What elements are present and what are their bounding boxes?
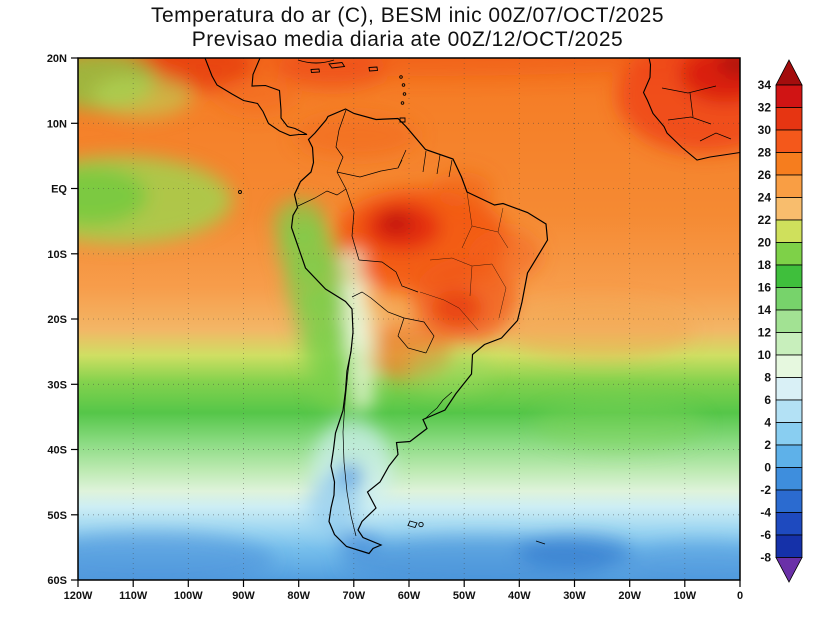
colorbar-label: 14: [758, 303, 772, 317]
lon-label: 40W: [508, 590, 531, 602]
lon-label: 80W: [287, 590, 310, 602]
lat-label: 20S: [47, 314, 67, 326]
colorbar-cell: [775, 264, 803, 288]
africa-country-borders: [661, 85, 732, 142]
lat-label: 10S: [47, 249, 67, 261]
colorbar-label: 32: [758, 101, 772, 115]
colorbar-cell: [775, 219, 803, 243]
colorbar-label: 16: [758, 281, 772, 295]
colorbar-cell: [775, 197, 803, 221]
figure-title: Temperatura do ar (C), BESM inic 00Z/07/…: [0, 4, 815, 52]
lon-label: 110W: [119, 590, 148, 602]
colorbar-label: 8: [764, 371, 771, 385]
colorbar-label: -2: [760, 483, 771, 497]
colorbar-cell: [775, 84, 803, 108]
other-islands: [238, 190, 546, 545]
colorbar-cell: [775, 354, 803, 378]
caribbean-islands: [297, 59, 407, 123]
colorbar-cell: [775, 242, 803, 266]
temperature-anomaly-blobs: [78, 58, 740, 580]
colorbar-cell: [775, 129, 803, 153]
lon-label: 30W: [563, 590, 586, 602]
colorbar-label: 34: [758, 78, 772, 92]
colorbar-label: -8: [760, 551, 771, 565]
lon-label: 50W: [453, 590, 476, 602]
colorbar-label: 22: [758, 213, 772, 227]
lat-label: 20N: [47, 53, 67, 65]
colorbar-label: 2: [764, 438, 771, 452]
lat-label: 10N: [47, 118, 67, 130]
colorbar-under-triangle: [775, 557, 803, 583]
central-america-coastline: [204, 58, 308, 137]
colorbar-label: 28: [758, 146, 772, 160]
lon-label: 70W: [342, 590, 365, 602]
lon-label: 120W: [64, 590, 93, 602]
colorbar-cell: [775, 309, 803, 333]
lon-label: 20W: [618, 590, 641, 602]
colorbar-label: -6: [760, 528, 771, 542]
colorbar-label: 20: [758, 236, 772, 250]
lat-label: 50S: [47, 510, 67, 522]
lon-label: 90W: [232, 590, 255, 602]
colorbar-cell: [775, 107, 803, 131]
lat-label: 40S: [47, 445, 67, 457]
latitude-labels: 20N 10N EQ 10S 20S 30S 40S 50S 60S: [47, 53, 68, 587]
colorbar-cell: [775, 422, 803, 446]
lon-label: 100W: [174, 590, 203, 602]
lat-label: 30S: [47, 379, 67, 391]
colorbar-cell: [775, 174, 803, 198]
colorbar-label: 26: [758, 168, 772, 182]
colorbar-label: 4: [764, 416, 771, 430]
lat-label: 60S: [47, 575, 67, 587]
map-title-line2: Previsao media diaria ate 00Z/12/OCT/202…: [191, 28, 624, 51]
colorbar-cell: [775, 399, 803, 423]
colorbar-cell: [775, 512, 803, 536]
brazil-state-borders: [419, 191, 509, 331]
colorbar-cell: [775, 489, 803, 513]
colorbar-label: 12: [758, 326, 772, 340]
lat-label: EQ: [51, 184, 67, 196]
colorbar: 34 32 30 28 26 24 22 20 18 16 14 12 10 8…: [758, 59, 803, 583]
colorbar-cell: [775, 287, 803, 311]
coastlines-and-borders: [204, 58, 740, 555]
colorbar-label: 6: [764, 393, 771, 407]
axes: 20N 10N EQ 10S 20S 30S 40S 50S 60S 120W …: [47, 53, 743, 602]
longitude-labels: 120W 110W 100W 90W 80W 70W 60W 50W 40W 3…: [64, 590, 743, 602]
colorbar-label: 18: [758, 258, 772, 272]
lon-label: 0: [737, 590, 743, 602]
colorbar-cell: [775, 444, 803, 468]
colorbar-cell: [775, 467, 803, 491]
colorbar-label: 30: [758, 123, 772, 137]
tick-marks: [71, 57, 741, 587]
south-america-country-borders: [297, 109, 453, 537]
colorbar-cell: [775, 534, 803, 558]
colorbar-label: 24: [758, 191, 772, 205]
colorbar-cell: [775, 152, 803, 176]
colorbar-label: 10: [758, 348, 772, 362]
temperature-field: [78, 58, 740, 580]
colorbar-cell: [775, 377, 803, 401]
lon-label: 10W: [673, 590, 696, 602]
colorbar-over-triangle: [775, 59, 803, 86]
lon-label: 60W: [398, 590, 421, 602]
colorbar-label: -4: [760, 506, 771, 520]
africa-coastline: [642, 58, 740, 161]
colorbar-label: 0: [764, 461, 771, 475]
colorbar-labels: 34 32 30 28 26 24 22 20 18 16 14 12 10 8…: [758, 78, 772, 565]
colorbar-cell: [775, 332, 803, 356]
south-america-coastline: [290, 108, 549, 555]
map-title-line1: Temperatura do ar (C), BESM inic 00Z/07/…: [150, 4, 665, 27]
